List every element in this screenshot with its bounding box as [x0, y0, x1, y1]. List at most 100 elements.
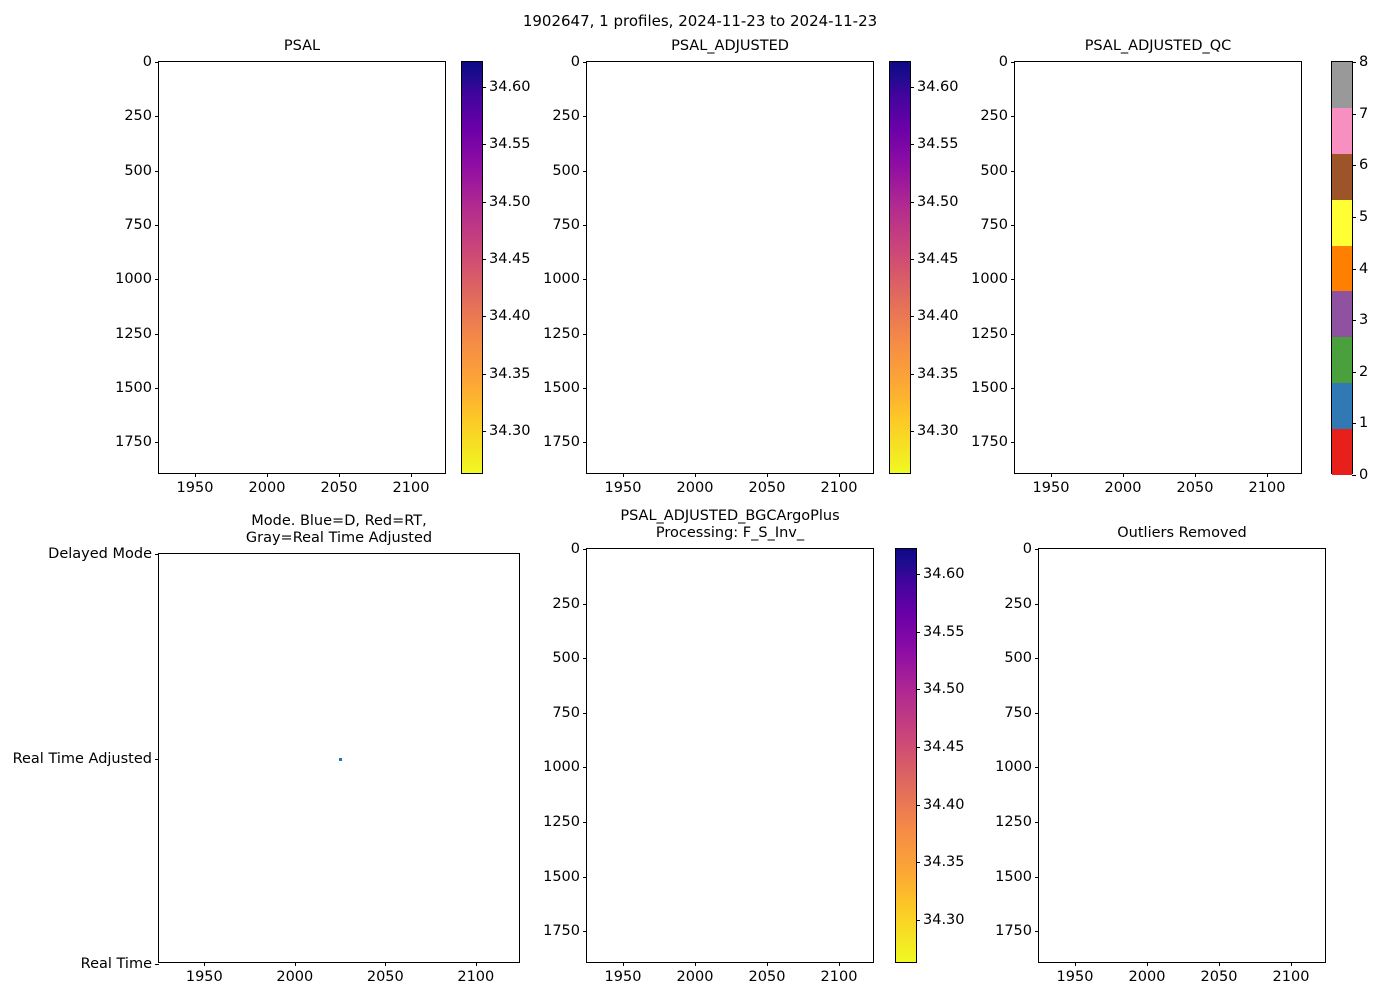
qc-ytick-250: 250: [980, 108, 1008, 125]
outliers-ytick-0: 0: [1022, 541, 1032, 557]
bgc-xtick-2100: 2100: [820, 969, 858, 985]
qc-ytick-1000: 1000: [971, 271, 1008, 288]
colorbar-psal-adjusted-qc[interactable]: 8 7 6 5 4 3 2 1 0: [1331, 54, 1368, 483]
psaladj-ytick-1750: 1750: [543, 434, 580, 451]
axes-outliers-removed-title: Outliers Removed: [1117, 525, 1247, 542]
outliers-ytick-1500: 1500: [995, 868, 1032, 885]
colorbar-psal-tick-3430: 34.30: [489, 423, 531, 440]
qc-segment-2: [1332, 337, 1352, 384]
qc-ytick-0: 0: [998, 54, 1008, 70]
qc-segment-4: [1332, 245, 1352, 292]
outliers-ytick-250: 250: [1004, 595, 1032, 612]
axes-outliers-removed[interactable]: Outliers Removed 0 250 500 750 1000 1250…: [995, 525, 1326, 985]
axes-psal-adjusted-qc[interactable]: PSAL_ADJUSTED_QC 0 250 500 750 1000 1250…: [971, 38, 1302, 496]
psal-xtick-2050: 2050: [320, 480, 358, 496]
outliers-xtick-2050: 2050: [1200, 969, 1238, 985]
mode-xtick-1950: 1950: [185, 969, 223, 985]
colorbar-psal[interactable]: 34.60 34.55 34.50 34.45 34.40 34.35 34.3…: [461, 61, 531, 474]
outliers-xtick-2000: 2000: [1128, 969, 1166, 985]
bgc-ytick-0: 0: [570, 541, 580, 557]
colorbar-bgc-tick-3450: 34.50: [923, 681, 965, 698]
qc-segment-3: [1332, 291, 1352, 338]
psal-ytick-500: 500: [124, 162, 152, 179]
outliers-ytick-1750: 1750: [995, 923, 1032, 940]
mode-xtick-2050: 2050: [366, 969, 404, 985]
axes-bgcargoplus-title-line2: Processing: F_S_Inv_: [655, 525, 805, 542]
figure-suptitle: 1902647, 1 profiles, 2024-11-23 to 2024-…: [522, 12, 878, 30]
colorbar-qc-tick-1: 1: [1359, 415, 1369, 432]
mode-xtick-2100: 2100: [457, 969, 495, 985]
qc-xtick-2050: 2050: [1176, 480, 1214, 496]
psal-xtick-2000: 2000: [248, 480, 286, 496]
outliers-xtick-1950: 1950: [1056, 969, 1094, 985]
colorbar-bgc-tick-3445: 34.45: [923, 739, 965, 755]
bgc-ytick-1000: 1000: [543, 759, 580, 776]
psaladj-xtick-2000: 2000: [676, 480, 714, 496]
qc-ytick-500: 500: [980, 162, 1008, 179]
qc-segment-0: [1332, 429, 1352, 475]
colorbar-psaladj-tick-3460: 34.60: [917, 79, 959, 95]
mode-data-point: [338, 757, 342, 761]
bgc-ytick-1500: 1500: [543, 868, 580, 885]
bgc-ytick-1250: 1250: [543, 814, 580, 830]
colorbar-bgcargoplus[interactable]: 34.60 34.55 34.50 34.45 34.40 34.35 34.3…: [895, 548, 965, 963]
qc-ytick-1750: 1750: [971, 434, 1008, 451]
colorbar-bgc-tick-3460: 34.60: [923, 566, 965, 583]
qc-ytick-750: 750: [980, 217, 1008, 233]
mode-xtick-2000: 2000: [276, 969, 314, 985]
psaladj-xtick-1950: 1950: [604, 480, 642, 496]
qc-segment-5: [1332, 199, 1352, 246]
qc-segment-8: [1332, 62, 1352, 108]
axes-psal-adjusted-title: PSAL_ADJUSTED: [671, 38, 789, 55]
psaladj-xtick-2050: 2050: [748, 480, 786, 496]
colorbar-qc-tick-4: 4: [1359, 260, 1369, 277]
colorbar-psal-tick-3435: 34.35: [489, 365, 531, 382]
axes-psal-title: PSAL: [283, 38, 321, 55]
psaladj-ytick-1250: 1250: [543, 325, 580, 342]
axes-bgcargoplus-title-line1: PSAL_ADJUSTED_BGCArgoPlus: [620, 507, 840, 524]
psaladj-ytick-250: 250: [552, 108, 580, 125]
colorbar-psaladj-tick-3455: 34.55: [917, 136, 959, 153]
outliers-ytick-1250: 1250: [995, 814, 1032, 830]
bgc-ytick-750: 750: [552, 704, 580, 721]
bgc-ytick-250: 250: [552, 595, 580, 612]
qc-xtick-1950: 1950: [1032, 480, 1070, 496]
qc-segment-1: [1332, 383, 1352, 430]
bgc-xtick-2000: 2000: [676, 969, 714, 985]
axes-mode[interactable]: Mode. Blue=D, Red=RT, Gray=Real Time Adju…: [13, 513, 520, 985]
colorbar-qc-tick-3: 3: [1359, 312, 1369, 329]
outliers-xtick-2100: 2100: [1272, 969, 1310, 985]
mode-ytick-realtime: Real Time: [80, 956, 152, 972]
psaladj-ytick-1500: 1500: [543, 380, 580, 397]
qc-ytick-1250: 1250: [971, 325, 1008, 342]
colorbar-psaladj-tick-3445: 34.45: [917, 251, 959, 268]
axes-psal[interactable]: PSAL 0 250 500 750 1000 1250 1500 1750 1…: [115, 38, 446, 496]
colorbar-bgc-tick-3430: 34.30: [923, 911, 965, 928]
psaladj-ytick-1000: 1000: [543, 271, 580, 288]
psaladj-ytick-750: 750: [552, 217, 580, 233]
psal-xtick-2100: 2100: [392, 480, 430, 496]
outliers-ytick-750: 750: [1004, 704, 1032, 721]
bgc-xtick-1950: 1950: [604, 969, 642, 985]
psal-xtick-1950: 1950: [176, 480, 214, 496]
psal-ytick-0: 0: [142, 54, 152, 70]
psal-ytick-1750: 1750: [115, 434, 152, 451]
colorbar-psal-adjusted[interactable]: 34.60 34.55 34.50 34.45 34.40 34.35 34.3…: [889, 61, 959, 474]
bgc-xtick-2050: 2050: [748, 969, 786, 985]
psal-ytick-1000: 1000: [115, 271, 152, 288]
mode-ytick-delayed: Delayed Mode: [48, 546, 152, 562]
colorbar-qc-tick-0: 0: [1359, 467, 1369, 483]
colorbar-psaladj-tick-3430: 34.30: [917, 423, 959, 440]
psal-ytick-1500: 1500: [115, 380, 152, 397]
axes-bgcargoplus[interactable]: PSAL_ADJUSTED_BGCArgoPlus Processing: F_S…: [543, 508, 874, 985]
colorbar-qc-tick-6: 6: [1359, 157, 1369, 174]
colorbar-qc-tick-2: 2: [1359, 363, 1369, 380]
axes-psal-adjusted-qc-title: PSAL_ADJUSTED_QC: [1084, 38, 1232, 55]
colorbar-bgc-tick-3435: 34.35: [923, 854, 965, 871]
axes-psal-adjusted[interactable]: PSAL_ADJUSTED 0 250 500 750 1000 1250 15…: [543, 38, 874, 496]
colorbar-psaladj-tick-3435: 34.35: [917, 365, 959, 382]
psaladj-ytick-0: 0: [570, 54, 580, 70]
qc-xtick-2100: 2100: [1248, 480, 1286, 496]
qc-segment-7: [1332, 107, 1352, 154]
